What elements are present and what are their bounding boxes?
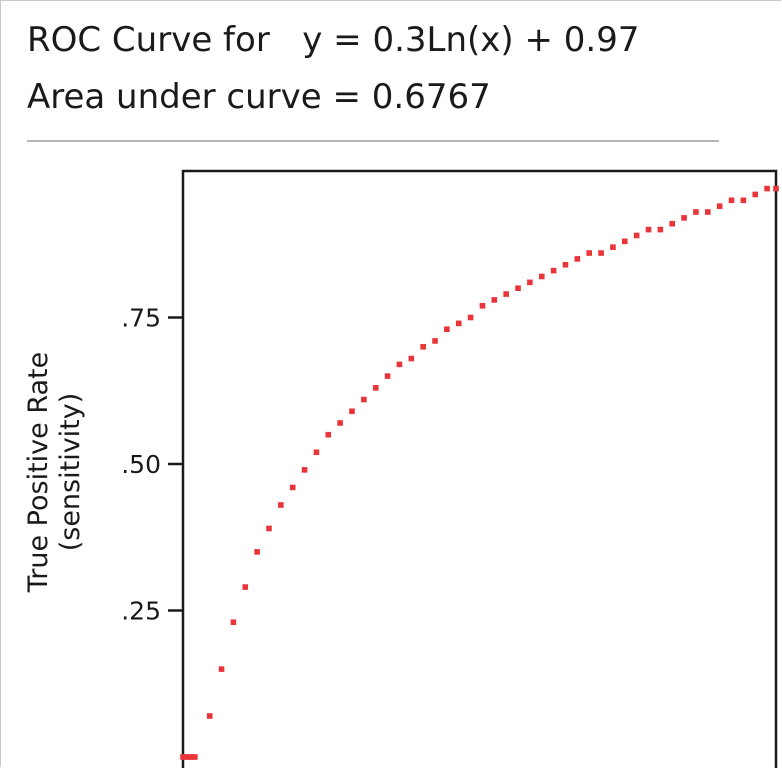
data-point bbox=[550, 267, 557, 274]
data-point bbox=[467, 314, 474, 321]
data-point bbox=[183, 754, 189, 760]
data-point bbox=[621, 238, 628, 245]
data-point bbox=[254, 549, 260, 555]
data-point bbox=[645, 226, 652, 233]
data-point bbox=[669, 220, 676, 227]
data-point bbox=[515, 285, 521, 291]
data-point bbox=[242, 584, 249, 590]
y-axis-sublabel: (sensitivity) bbox=[55, 393, 86, 552]
data-point bbox=[384, 373, 391, 379]
data-point bbox=[396, 361, 403, 368]
data-point bbox=[444, 326, 450, 333]
data-point bbox=[420, 344, 426, 350]
data-point bbox=[408, 355, 415, 362]
data-point bbox=[479, 302, 486, 309]
data-point bbox=[538, 273, 545, 280]
data-point bbox=[752, 191, 759, 198]
title-divider bbox=[27, 140, 719, 142]
data-point bbox=[313, 449, 320, 456]
data-point bbox=[503, 291, 509, 297]
y-tick-label: .25 bbox=[121, 597, 161, 626]
data-point bbox=[773, 185, 779, 192]
data-point bbox=[325, 431, 332, 438]
data-point bbox=[189, 754, 195, 760]
data-point bbox=[764, 185, 770, 192]
data-point bbox=[610, 244, 616, 250]
data-point bbox=[432, 338, 438, 344]
data-point bbox=[301, 467, 308, 473]
data-point bbox=[218, 666, 225, 672]
chart-subtitle: Area under curve = 0.6767 bbox=[27, 77, 491, 117]
data-point bbox=[180, 754, 186, 760]
data-point bbox=[728, 197, 735, 204]
y-axis-label: True Positive Rate bbox=[23, 352, 54, 594]
data-point bbox=[693, 209, 699, 215]
data-point bbox=[337, 420, 343, 426]
data-point bbox=[278, 502, 284, 508]
data-point bbox=[186, 754, 192, 760]
data-point bbox=[192, 754, 198, 760]
data-point bbox=[716, 203, 723, 209]
data-point bbox=[206, 713, 213, 719]
data-point bbox=[633, 232, 640, 239]
data-point bbox=[372, 385, 379, 391]
data-point bbox=[657, 226, 664, 233]
data-point bbox=[266, 525, 272, 532]
data-point bbox=[527, 279, 533, 286]
data-point bbox=[705, 209, 711, 215]
y-tick-label: .50 bbox=[121, 450, 161, 479]
data-point bbox=[586, 250, 593, 256]
data-point bbox=[740, 197, 747, 204]
data-point bbox=[361, 396, 367, 403]
plot-area-frame bbox=[181, 169, 778, 768]
data-point bbox=[598, 250, 604, 256]
data-point bbox=[491, 297, 498, 303]
data-point bbox=[349, 408, 355, 415]
data-point bbox=[574, 256, 581, 262]
data-point bbox=[681, 215, 687, 221]
data-point bbox=[230, 619, 237, 626]
data-point bbox=[562, 261, 569, 268]
data-point bbox=[455, 320, 462, 327]
y-tick-label: .75 bbox=[121, 304, 161, 333]
data-point bbox=[289, 484, 296, 491]
chart-title: ROC Curve for y = 0.3Ln(x) + 0.97 bbox=[27, 20, 640, 60]
